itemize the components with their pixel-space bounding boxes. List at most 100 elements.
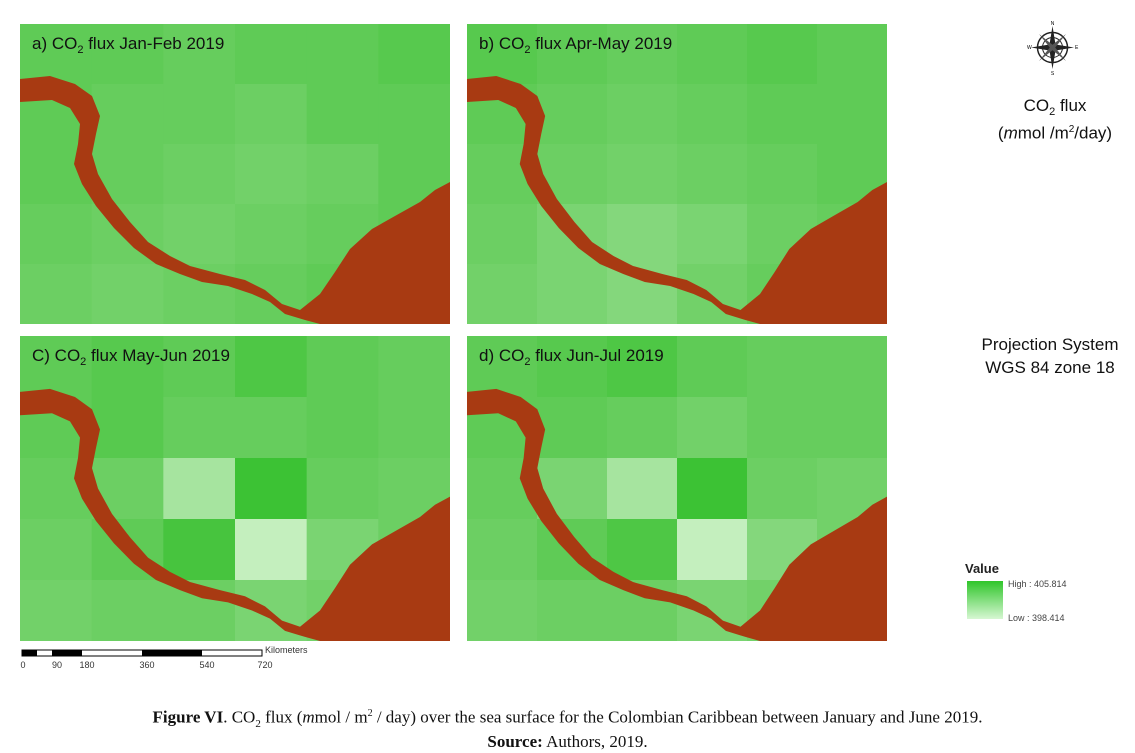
figure-caption: Figure VI. CO2 flux (mmol / m2 / day) ov… — [152, 707, 983, 751]
flux-cell — [91, 84, 164, 145]
flux-cell — [235, 397, 308, 459]
flux-cell — [91, 24, 164, 85]
flux-cell — [467, 24, 538, 85]
map-panel-a: a) CO2 flux Jan-Feb 2019 — [20, 24, 450, 324]
flux-cell — [163, 204, 236, 265]
flux-cell — [163, 519, 236, 581]
flux-grid — [20, 336, 450, 641]
flux-grid — [467, 24, 887, 324]
flux-cell — [163, 397, 236, 459]
panel-title: b) CO2 flux Apr-May 2019 — [479, 34, 673, 56]
flux-cell — [817, 336, 887, 398]
flux-cell — [747, 336, 818, 398]
flux-cell — [306, 84, 379, 145]
flux-cell — [817, 84, 887, 145]
flux-cell — [20, 204, 93, 265]
flux-cell — [163, 84, 236, 145]
flux-cell — [163, 458, 236, 520]
flux-cell — [378, 84, 450, 145]
flux-cell — [537, 580, 608, 641]
flux-cell — [306, 458, 379, 520]
flux-cell — [607, 519, 678, 581]
flux-cell — [20, 24, 93, 85]
flux-cell — [91, 264, 164, 324]
value-legend: Value High : 405.814 Low : 398.414 — [962, 561, 1122, 631]
flux-cell — [677, 336, 748, 398]
flux-cell — [747, 84, 818, 145]
flux-cell — [817, 24, 887, 85]
flux-cell — [607, 397, 678, 459]
flux-cell — [817, 397, 887, 459]
svg-text:S: S — [1051, 71, 1055, 75]
flux-cell — [467, 336, 538, 398]
flux-cell — [378, 336, 450, 398]
flux-cell — [537, 397, 608, 459]
flux-cell — [607, 336, 678, 398]
land-mass — [467, 76, 887, 324]
land-mass — [20, 76, 450, 324]
flux-cell — [20, 336, 93, 398]
flux-cell — [537, 264, 608, 324]
flux-cell — [607, 24, 678, 85]
panel-title: C) CO2 flux May-Jun 2019 — [32, 346, 230, 368]
flux-cell — [20, 580, 93, 641]
flux-cell — [467, 264, 538, 324]
value-legend-title: Value — [965, 561, 999, 576]
flux-cell — [747, 24, 818, 85]
flux-cell — [537, 336, 608, 398]
flux-cell — [607, 144, 678, 205]
flux-cell — [677, 144, 748, 205]
flux-cell — [306, 397, 379, 459]
flux-cell — [747, 397, 818, 459]
flux-grid — [20, 24, 450, 324]
flux-cell — [91, 580, 164, 641]
flux-cell — [91, 397, 164, 459]
flux-cell — [467, 204, 538, 265]
svg-text:W: W — [1027, 45, 1032, 51]
flux-cell — [677, 458, 748, 520]
flux-cell — [235, 84, 308, 145]
flux-cell — [747, 458, 818, 520]
projection-info: Projection System WGS 84 zone 18 — [960, 333, 1135, 379]
flux-cell — [20, 264, 93, 324]
map-panel-c: C) CO2 flux May-Jun 2019 — [20, 336, 450, 641]
flux-cell — [467, 580, 538, 641]
flux-cell — [235, 336, 308, 398]
flux-cell — [467, 519, 538, 581]
scale-tick: 180 — [79, 660, 95, 670]
land-mass — [20, 388, 450, 641]
map-panel-d: d) CO2 flux Jun-Jul 2019 — [467, 336, 887, 641]
flux-cell — [747, 144, 818, 205]
flux-cell — [235, 458, 308, 520]
flux-cell — [91, 336, 164, 398]
flux-cell — [537, 24, 608, 85]
projection-line-2: WGS 84 zone 18 — [985, 358, 1115, 377]
flux-cell — [677, 24, 748, 85]
legend-high-label: High : 405.814 — [1008, 579, 1067, 589]
flux-cell — [306, 336, 379, 398]
svg-text:E: E — [1075, 45, 1079, 51]
scale-tick: 360 — [139, 660, 155, 670]
flux-cell — [677, 519, 748, 581]
panel-title: a) CO2 flux Jan-Feb 2019 — [32, 34, 225, 56]
scale-unit: Kilometers — [265, 645, 308, 655]
land-mass — [467, 388, 887, 641]
flux-cell — [163, 336, 236, 398]
flux-cell — [607, 204, 678, 265]
flux-cell — [163, 24, 236, 85]
panel-title: d) CO2 flux Jun-Jul 2019 — [479, 346, 664, 368]
flux-cell — [235, 144, 308, 205]
flux-cell — [306, 144, 379, 205]
legend-low-label: Low : 398.414 — [1008, 613, 1065, 623]
flux-cell — [378, 24, 450, 85]
flux-cell — [235, 519, 308, 581]
map-panel-b: b) CO2 flux Apr-May 2019 — [467, 24, 887, 324]
flux-cell — [306, 24, 379, 85]
scale-tick: 540 — [199, 660, 215, 670]
legend-title: CO2 flux (mmol /m2/day) — [997, 96, 1113, 143]
gradient-swatch — [967, 581, 1003, 619]
projection-line-1: Projection System — [981, 335, 1119, 354]
flux-cell — [163, 144, 236, 205]
svg-text:N: N — [1051, 21, 1055, 27]
flux-cell — [677, 397, 748, 459]
